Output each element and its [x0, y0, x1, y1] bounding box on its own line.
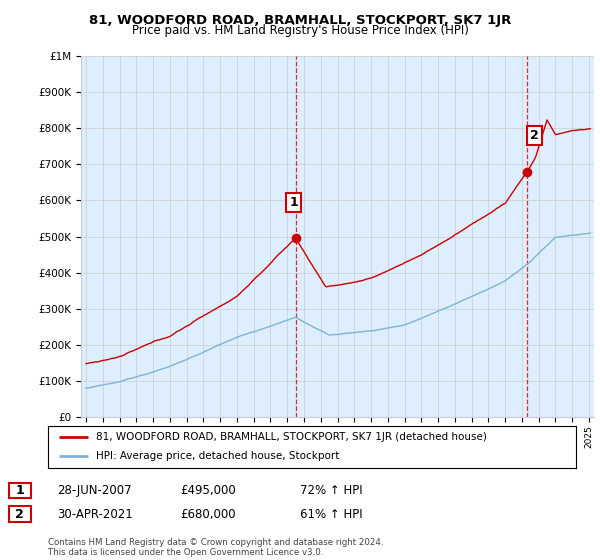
Text: Contains HM Land Registry data © Crown copyright and database right 2024.
This d: Contains HM Land Registry data © Crown c…	[48, 538, 383, 557]
Text: 1: 1	[16, 484, 24, 497]
Text: 81, WOODFORD ROAD, BRAMHALL, STOCKPORT, SK7 1JR (detached house): 81, WOODFORD ROAD, BRAMHALL, STOCKPORT, …	[95, 432, 487, 442]
Text: Price paid vs. HM Land Registry's House Price Index (HPI): Price paid vs. HM Land Registry's House …	[131, 24, 469, 37]
Text: 61% ↑ HPI: 61% ↑ HPI	[300, 507, 362, 521]
Text: 30-APR-2021: 30-APR-2021	[57, 507, 133, 521]
Text: 1: 1	[289, 196, 298, 209]
Text: 2: 2	[16, 507, 24, 521]
Text: £495,000: £495,000	[180, 484, 236, 497]
Text: 28-JUN-2007: 28-JUN-2007	[57, 484, 131, 497]
Text: £680,000: £680,000	[180, 507, 236, 521]
Text: HPI: Average price, detached house, Stockport: HPI: Average price, detached house, Stoc…	[95, 451, 339, 461]
Text: 72% ↑ HPI: 72% ↑ HPI	[300, 484, 362, 497]
Text: 2: 2	[530, 129, 539, 142]
Text: 81, WOODFORD ROAD, BRAMHALL, STOCKPORT, SK7 1JR: 81, WOODFORD ROAD, BRAMHALL, STOCKPORT, …	[89, 14, 511, 27]
